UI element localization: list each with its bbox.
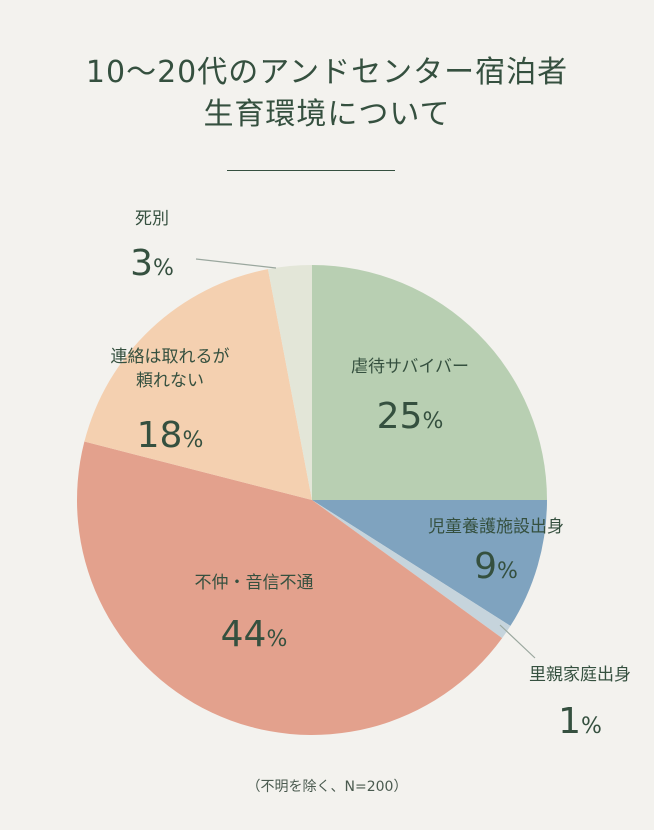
pie-labels: 虐待サバイバー 25% 児童養護施設出身 9% 里親家庭出身 1% 不仲・音信不通 44% 連絡… <box>111 209 632 742</box>
slice-label: 死別 <box>135 209 169 229</box>
slice-percent: 3% <box>130 243 174 284</box>
pie-slice <box>312 500 547 626</box>
title-divider <box>227 170 395 171</box>
slice-label: 児童養護施設出身 <box>428 517 564 537</box>
sample-note: （不明を除く、N=200） <box>246 779 408 795</box>
leader-line <box>499 624 536 659</box>
chart-title: 10〜20代のアンドセンター宿泊者 生育環境について <box>0 52 654 136</box>
pie-slices <box>77 265 547 735</box>
pie-slice <box>312 265 547 500</box>
slice-percent: 1% <box>558 701 602 742</box>
slice-percent: 18% <box>137 415 204 456</box>
slice-percent: 44% <box>221 614 288 655</box>
pie-slice <box>312 500 511 639</box>
slice-label: 不仲・音信不通 <box>195 573 314 593</box>
slice-label: 連絡は取れるが <box>111 347 230 367</box>
chart-title-line-2: 生育環境について <box>203 97 451 132</box>
pie-slice <box>84 269 312 500</box>
pie-slice <box>77 441 503 735</box>
slice-label: 頼れない <box>136 371 204 391</box>
slice-label: 虐待サバイバー <box>351 357 469 377</box>
slice-label: 里親家庭出身 <box>529 665 631 685</box>
slice-percent: 25% <box>377 396 444 437</box>
chart-title-line-1: 10〜20代のアンドセンター宿泊者 <box>85 55 569 90</box>
leader-line <box>195 258 277 269</box>
pie-slice <box>267 265 312 500</box>
slice-percent: 9% <box>474 546 518 587</box>
